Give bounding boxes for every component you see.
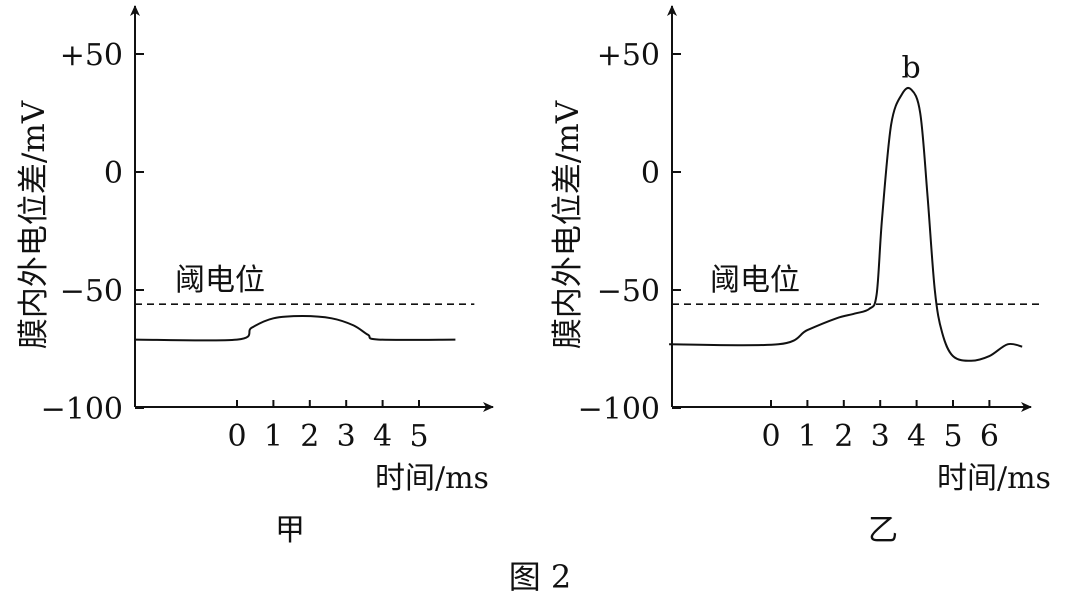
- x-tick-label: 2: [300, 419, 319, 454]
- y-tick-label: −100: [41, 392, 123, 427]
- threshold-label: 阈电位: [175, 263, 265, 298]
- y-tick-label: −50: [597, 274, 660, 309]
- panel-caption: 甲: [275, 513, 305, 548]
- x-tick-label: 1: [264, 419, 283, 454]
- figure-caption: 图 2: [509, 558, 572, 596]
- x-tick-label: 0: [227, 419, 246, 454]
- x-tick-label: 4: [373, 419, 392, 454]
- y-tick-label: +50: [60, 38, 123, 73]
- x-tick-label: 5: [409, 419, 428, 454]
- x-axis-label: 时间/ms: [937, 461, 1051, 496]
- x-tick-label: 6: [980, 419, 999, 454]
- x-tick-label: 4: [907, 419, 926, 454]
- x-tick-label: 3: [337, 419, 356, 454]
- y-tick-label: 0: [104, 156, 123, 191]
- y-axis-label: 膜内外电位差/mV: [16, 100, 52, 349]
- y-axis-label: 膜内外电位差/mV: [550, 100, 586, 349]
- x-tick-label: 5: [943, 419, 962, 454]
- action-potential-curve: [669, 86, 1023, 362]
- y-tick-label: 0: [641, 156, 660, 191]
- panel-caption: 乙: [868, 513, 898, 548]
- x-axis-label: 时间/ms: [375, 461, 489, 496]
- y-tick-label: +50: [597, 38, 660, 73]
- membrane-potential-curve: [135, 314, 456, 342]
- y-tick-label: −100: [578, 392, 660, 427]
- x-tick-label: 0: [761, 419, 780, 454]
- x-tick-label: 1: [798, 419, 817, 454]
- x-tick-label: 2: [834, 419, 853, 454]
- threshold-label: 阈电位: [710, 263, 800, 298]
- peak-label-b: b: [902, 50, 921, 85]
- x-tick-label: 3: [871, 419, 890, 454]
- y-tick-label: −50: [60, 274, 123, 309]
